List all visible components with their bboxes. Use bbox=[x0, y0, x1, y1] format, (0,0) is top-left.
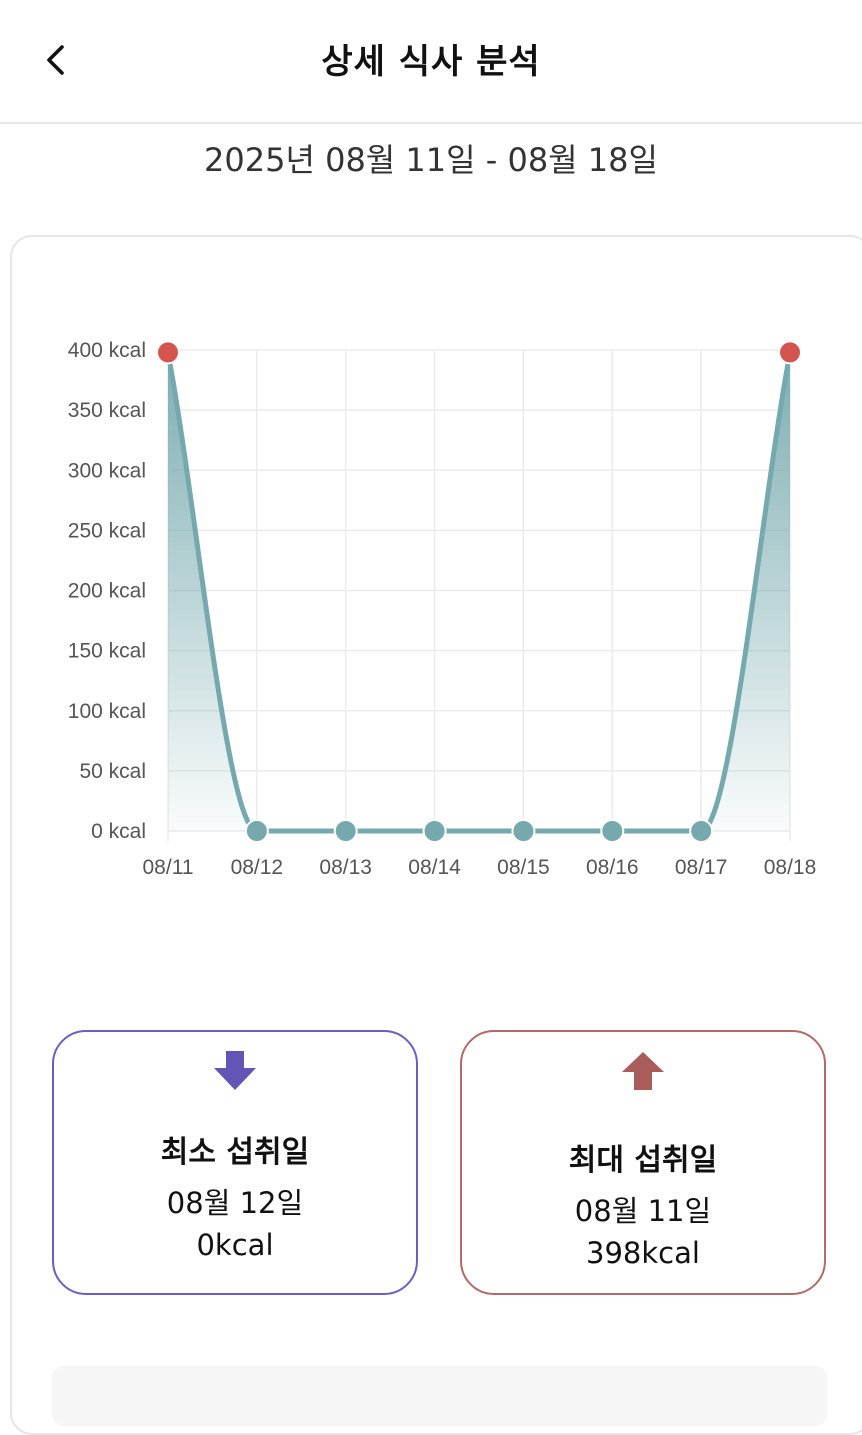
x-tick-label: 08/13 bbox=[319, 856, 372, 879]
arrow-up-icon bbox=[622, 1052, 664, 1090]
calorie-chart: 0 kcal 50 kcal 100 kcal 150 kcal 200 kcal 250… bbox=[68, 339, 817, 879]
min-intake-date: 08월 12일 bbox=[166, 1186, 304, 1220]
series-area bbox=[168, 352, 790, 831]
chart-points bbox=[156, 340, 802, 843]
y-tick-label: 300 kcal bbox=[68, 459, 146, 482]
x-tick-label: 08/14 bbox=[408, 856, 461, 879]
min-intake-card: 최소 섭취일 08월 12일 0kcal bbox=[52, 1030, 418, 1295]
max-intake-card: 최대 섭취일 08월 11일 398kcal bbox=[460, 1030, 826, 1295]
page-title: 상세 식사 분석 bbox=[321, 42, 541, 82]
min-intake-value: 0kcal bbox=[196, 1228, 274, 1262]
data-point bbox=[689, 819, 714, 843]
data-point bbox=[333, 819, 358, 843]
details-panel bbox=[52, 1366, 827, 1426]
min-intake-label: 최소 섭취일 bbox=[160, 1135, 310, 1170]
chart-grid bbox=[167, 349, 791, 841]
x-axis-labels: 08/11 08/12 08/13 08/14 08/15 08/16 08/17 08/18 bbox=[143, 856, 817, 879]
y-tick-label: 100 kcal bbox=[68, 700, 146, 723]
y-tick-label: 400 kcal bbox=[68, 339, 146, 362]
x-tick-label: 08/18 bbox=[764, 856, 817, 879]
data-point bbox=[422, 819, 447, 843]
x-tick-label: 08/15 bbox=[497, 856, 550, 879]
date-range: 2025년 08월 11일 - 08월 18일 bbox=[204, 141, 658, 179]
max-intake-date: 08월 11일 bbox=[574, 1194, 712, 1228]
series-line bbox=[165, 351, 793, 834]
data-point bbox=[244, 819, 269, 843]
app-header: 상세 식사 분석 bbox=[0, 0, 862, 124]
x-tick-label: 08/12 bbox=[231, 856, 284, 879]
y-tick-label: 150 kcal bbox=[68, 640, 146, 663]
y-tick-label: 0 kcal bbox=[91, 820, 146, 843]
y-axis-labels: 0 kcal 50 kcal 100 kcal 150 kcal 200 kcal 250… bbox=[68, 339, 146, 843]
chart-area-layer bbox=[165, 351, 793, 834]
max-intake-label: 최대 섭취일 bbox=[568, 1143, 718, 1178]
y-tick-label: 200 kcal bbox=[68, 580, 146, 603]
x-tick-label: 08/16 bbox=[586, 856, 639, 879]
y-tick-label: 350 kcal bbox=[68, 399, 146, 422]
max-intake-value: 398kcal bbox=[586, 1236, 700, 1270]
y-tick-label: 50 kcal bbox=[79, 760, 146, 783]
data-point bbox=[778, 340, 802, 365]
y-tick-label: 250 kcal bbox=[68, 519, 146, 542]
data-point bbox=[600, 819, 625, 843]
arrow-down-icon bbox=[214, 1051, 256, 1090]
x-tick-label: 08/11 bbox=[143, 856, 194, 879]
chevron-left-icon bbox=[47, 45, 64, 75]
data-point bbox=[511, 819, 536, 843]
back-button[interactable] bbox=[30, 36, 80, 84]
data-point bbox=[156, 340, 180, 365]
x-tick-label: 08/17 bbox=[675, 856, 728, 879]
